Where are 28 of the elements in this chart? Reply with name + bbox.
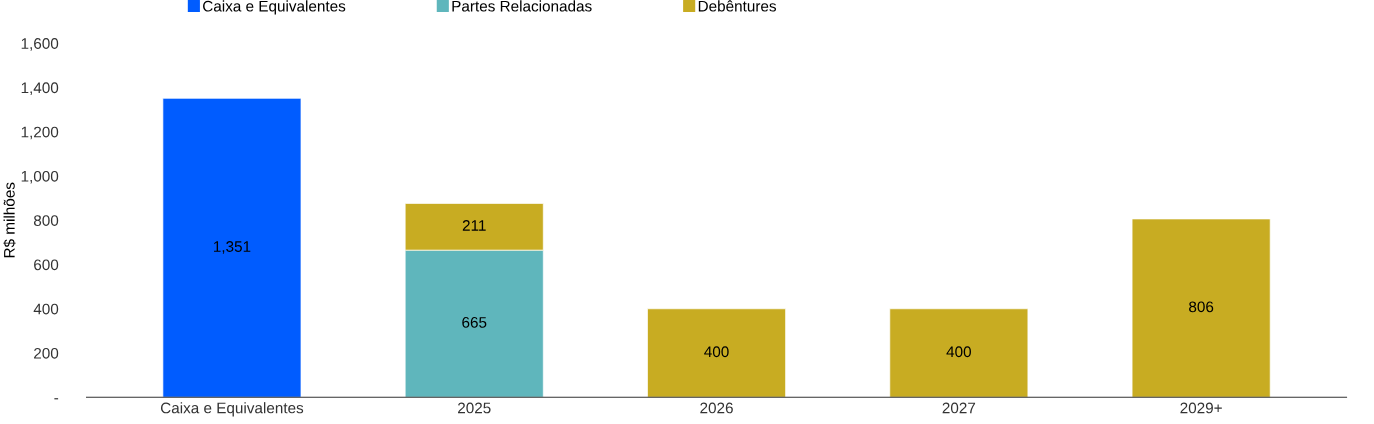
x-tick-label: 2027 xyxy=(942,402,976,414)
bar xyxy=(889,308,1029,398)
bar xyxy=(162,98,302,398)
data-label: 400 xyxy=(946,346,971,358)
bar xyxy=(647,308,786,398)
y-tick-label: 1,000 xyxy=(21,170,59,184)
y-tick-label: - xyxy=(54,398,59,400)
data-label: 1,351 xyxy=(213,241,251,254)
y-tick-label: 600 xyxy=(34,259,59,271)
y-tick-label: 200 xyxy=(34,347,59,359)
x-tick-label: 2026 xyxy=(700,402,733,414)
data-label: 400 xyxy=(704,346,729,358)
data-label: 211 xyxy=(462,220,486,231)
x-tick-label: 2025 xyxy=(458,402,491,414)
legend-label: Debêntures xyxy=(698,0,777,12)
y-tick-label: 400 xyxy=(33,303,59,315)
y-tick-label: 1,600 xyxy=(21,38,59,51)
legend-label: Caixa e Equivalentes xyxy=(203,0,346,15)
y-tick-label: 1,200 xyxy=(21,126,59,140)
bar xyxy=(1131,218,1271,398)
x-tick-label: Caixa e Equivalentes xyxy=(160,402,304,417)
y-axis-title: R$ milhões xyxy=(3,182,16,258)
data-label: 806 xyxy=(1189,301,1214,313)
legend-label: Partes Relacionadas xyxy=(452,0,592,12)
data-label: 665 xyxy=(462,317,487,328)
y-tick-label: 1,400 xyxy=(21,82,59,95)
x-tick-label: 2029+ xyxy=(1180,402,1222,414)
y-tick-label: 800 xyxy=(33,215,59,226)
